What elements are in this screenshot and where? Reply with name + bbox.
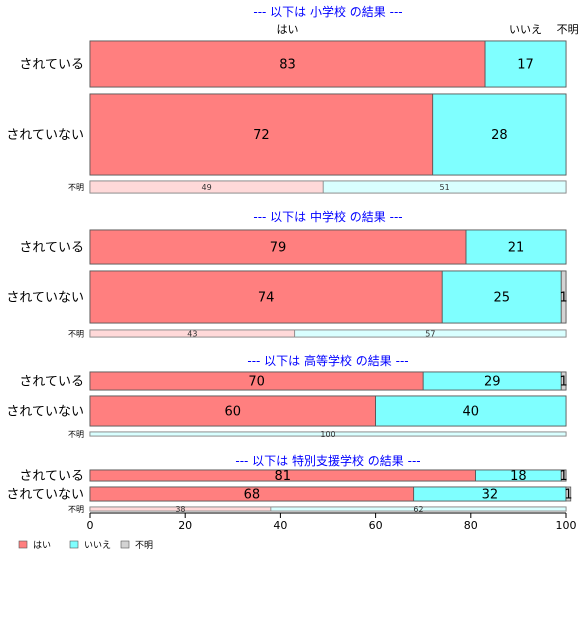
top-series-label: はい bbox=[277, 23, 299, 36]
row-label: 不明 bbox=[68, 505, 84, 514]
data-label: 62 bbox=[413, 505, 423, 514]
row-label: されている bbox=[19, 241, 84, 256]
panel-title: --- 以下は 小学校 の結果 --- bbox=[253, 4, 402, 19]
data-label: 43 bbox=[187, 329, 197, 338]
data-label: 57 bbox=[425, 329, 435, 338]
x-tick-label: 20 bbox=[178, 519, 192, 532]
data-label: 1 bbox=[559, 375, 567, 390]
legend-label: はい bbox=[33, 540, 51, 551]
data-label: 81 bbox=[275, 469, 292, 484]
x-tick-label: 40 bbox=[273, 519, 287, 532]
bar-segment-no bbox=[441, 270, 562, 324]
bar-segment-unknown bbox=[560, 469, 567, 482]
data-label: 1 bbox=[564, 488, 572, 503]
bar-segment-yes bbox=[89, 40, 486, 88]
panel-title: --- 以下は 特別支援学校 の結果 --- bbox=[235, 453, 420, 468]
row-label: されている bbox=[19, 58, 84, 73]
bar-segment-no bbox=[322, 180, 567, 194]
legend-label: いいえ bbox=[84, 540, 111, 551]
data-label: 25 bbox=[493, 291, 510, 306]
row-label: されていない bbox=[6, 291, 84, 306]
data-label: 1 bbox=[559, 291, 567, 306]
bar-segment-yes bbox=[89, 270, 443, 324]
row-label: されていない bbox=[6, 128, 84, 143]
data-label: 28 bbox=[491, 128, 508, 143]
row-label: 不明 bbox=[68, 329, 84, 338]
bar-segment-yes bbox=[89, 395, 377, 427]
bar-segment-no bbox=[375, 395, 567, 427]
panel-title: --- 以下は 高等学校 の結果 --- bbox=[247, 353, 408, 368]
bar-segment-no bbox=[294, 329, 567, 338]
data-label: 29 bbox=[484, 375, 501, 390]
data-label: 79 bbox=[270, 241, 287, 256]
data-label: 49 bbox=[202, 183, 212, 192]
row-label: されている bbox=[19, 469, 84, 484]
data-label: 72 bbox=[253, 128, 270, 143]
top-series-label: いいえ bbox=[509, 23, 542, 36]
row-label: されていない bbox=[6, 488, 84, 503]
data-label: 17 bbox=[517, 58, 534, 73]
data-label: 74 bbox=[258, 291, 275, 306]
bar-segment-no bbox=[465, 229, 567, 265]
data-label: 83 bbox=[279, 58, 296, 73]
top-series-label: 不明 bbox=[557, 23, 579, 36]
data-label: 32 bbox=[482, 488, 499, 503]
bar-segment-unknown bbox=[565, 486, 572, 502]
data-label: 40 bbox=[463, 405, 480, 420]
x-tick-label: 0 bbox=[87, 519, 94, 532]
x-tick-label: 80 bbox=[464, 519, 478, 532]
row-label: されていない bbox=[6, 405, 84, 420]
data-label: 70 bbox=[248, 375, 265, 390]
data-label: 60 bbox=[225, 405, 242, 420]
legend-swatch bbox=[69, 540, 79, 549]
legend-label: 不明 bbox=[135, 540, 153, 551]
bar-segment-no bbox=[484, 40, 567, 88]
data-label: 100 bbox=[320, 430, 335, 439]
data-label: 1 bbox=[559, 469, 567, 484]
bar-segment-unknown bbox=[560, 371, 567, 391]
row-label: 不明 bbox=[68, 430, 84, 439]
legend-swatch bbox=[120, 540, 130, 549]
x-tick-label: 60 bbox=[369, 519, 383, 532]
data-label: 68 bbox=[244, 488, 261, 503]
x-tick-label: 100 bbox=[556, 519, 577, 532]
panel-title: --- 以下は 中学校 の結果 --- bbox=[253, 209, 402, 224]
bar-segment-unknown bbox=[560, 270, 567, 324]
bar-segment-no bbox=[270, 506, 567, 512]
row-label: 不明 bbox=[68, 183, 84, 192]
legend-swatch bbox=[18, 540, 28, 549]
bar-segment-yes bbox=[89, 93, 434, 176]
bar-segment-yes bbox=[89, 229, 467, 265]
row-label: されている bbox=[19, 375, 84, 390]
data-label: 21 bbox=[508, 241, 525, 256]
data-label: 51 bbox=[440, 183, 450, 192]
bar-segment-no bbox=[432, 93, 567, 176]
data-label: 18 bbox=[510, 469, 527, 484]
bar-segment-no bbox=[89, 431, 567, 437]
data-label: 38 bbox=[175, 505, 185, 514]
